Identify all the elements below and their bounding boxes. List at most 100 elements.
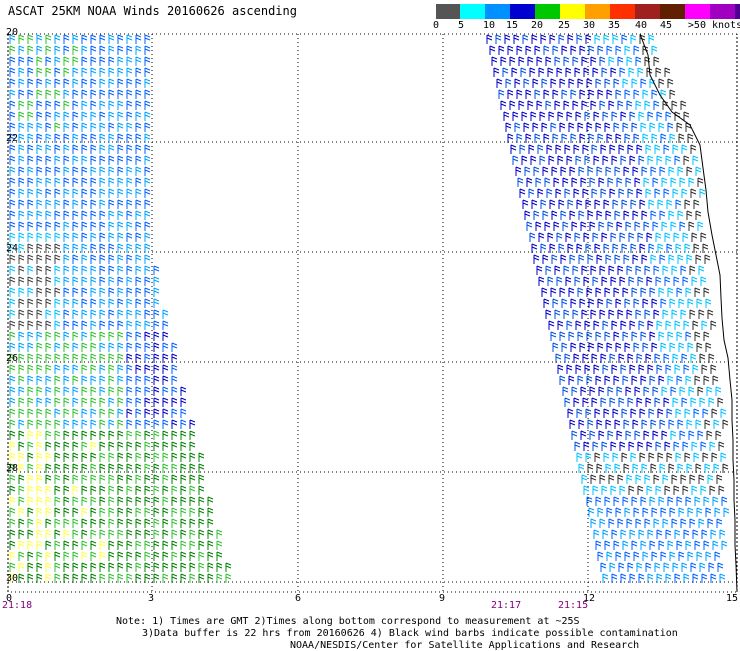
wind-barb xyxy=(90,430,97,440)
wind-barb xyxy=(162,375,169,385)
x-tick-label: 9 xyxy=(439,593,446,604)
wind-barb xyxy=(678,298,685,308)
wind-barb xyxy=(568,375,575,385)
wind-barb xyxy=(715,386,722,396)
wind-barb xyxy=(586,375,593,385)
wind-barb xyxy=(583,232,590,242)
wind-barb xyxy=(99,320,106,330)
wind-barb xyxy=(621,243,628,253)
wind-barb xyxy=(584,111,591,121)
wind-barb xyxy=(45,419,52,429)
wind-barb xyxy=(559,287,566,297)
wind-barb xyxy=(45,133,52,143)
wind-barb xyxy=(108,551,115,561)
wind-barb xyxy=(144,364,151,374)
wind-barb xyxy=(90,89,97,99)
wind-barb xyxy=(547,276,554,286)
wind-barb xyxy=(551,166,558,176)
wind-barb xyxy=(54,496,61,506)
wind-barb xyxy=(117,309,124,319)
wind-barb xyxy=(45,551,52,561)
wind-barb xyxy=(573,397,580,407)
wind-barb xyxy=(81,331,88,341)
x-tick-label: 12 xyxy=(583,593,596,604)
wind-barb xyxy=(550,331,557,341)
wind-barb xyxy=(569,166,576,176)
wind-barb xyxy=(576,243,583,253)
wind-barb xyxy=(108,78,115,88)
wind-barb xyxy=(27,243,34,253)
wind-barb xyxy=(54,232,61,242)
wind-barb xyxy=(658,375,665,385)
wind-barb xyxy=(189,485,196,495)
wind-barb xyxy=(653,100,660,110)
wind-barb xyxy=(565,67,572,77)
wind-barb xyxy=(180,419,187,429)
wind-barb xyxy=(90,56,97,66)
wind-barb xyxy=(45,441,52,451)
wind-barb xyxy=(189,430,196,440)
wind-barb xyxy=(99,452,106,462)
legend-label: 0 xyxy=(432,20,440,31)
wind-barb xyxy=(225,573,232,583)
wind-barb xyxy=(636,397,643,407)
wind-barb xyxy=(81,562,88,572)
wind-barb xyxy=(9,199,16,209)
wind-barb xyxy=(610,485,617,495)
wind-barb xyxy=(9,331,16,341)
wind-barb xyxy=(72,474,79,484)
wind-barb xyxy=(620,573,627,583)
wind-barb xyxy=(45,320,52,330)
wind-barb xyxy=(530,111,537,121)
wind-barb xyxy=(126,397,133,407)
wind-barb xyxy=(117,232,124,242)
wind-barb xyxy=(72,309,79,319)
wind-barb xyxy=(618,144,625,154)
wind-barb xyxy=(575,320,582,330)
wind-barb xyxy=(645,397,652,407)
wind-barb xyxy=(117,133,124,143)
wind-barb xyxy=(135,430,142,440)
y-tick-label: 20 xyxy=(6,27,19,38)
wind-barb xyxy=(667,331,674,341)
wind-barb xyxy=(578,463,585,473)
wind-barb xyxy=(577,375,584,385)
wind-barb xyxy=(574,276,581,286)
wind-barb xyxy=(108,331,115,341)
wind-barb xyxy=(126,386,133,396)
wind-barb xyxy=(637,67,644,77)
wind-barb xyxy=(135,78,142,88)
wind-barb xyxy=(552,298,559,308)
wind-barb xyxy=(54,540,61,550)
wind-barb xyxy=(9,474,16,484)
wind-barb xyxy=(63,67,70,77)
wind-barb xyxy=(36,485,43,495)
wind-barb xyxy=(514,78,521,88)
wind-barb xyxy=(638,155,645,165)
wind-barb xyxy=(714,507,721,517)
wind-barb xyxy=(557,320,564,330)
wind-barb xyxy=(9,100,16,110)
wind-barb xyxy=(99,562,106,572)
wind-barb xyxy=(704,254,711,264)
wind-barb xyxy=(710,573,717,583)
wind-barb xyxy=(45,276,52,286)
wind-barb xyxy=(81,485,88,495)
wind-barb xyxy=(608,265,615,275)
wind-barb xyxy=(126,573,133,583)
wind-barb xyxy=(27,342,34,352)
wind-barb xyxy=(658,331,665,341)
wind-barb xyxy=(153,375,160,385)
wind-barb xyxy=(117,265,124,275)
wind-barb xyxy=(18,265,25,275)
wind-barb xyxy=(63,221,70,231)
wind-barb xyxy=(162,419,169,429)
wind-barb xyxy=(135,188,142,198)
wind-barb xyxy=(18,144,25,154)
wind-barb xyxy=(658,496,665,506)
wind-barb xyxy=(27,364,34,374)
wind-barb xyxy=(597,133,604,143)
wind-barb xyxy=(135,67,142,77)
wind-barb xyxy=(620,364,627,374)
wind-barb xyxy=(538,276,545,286)
